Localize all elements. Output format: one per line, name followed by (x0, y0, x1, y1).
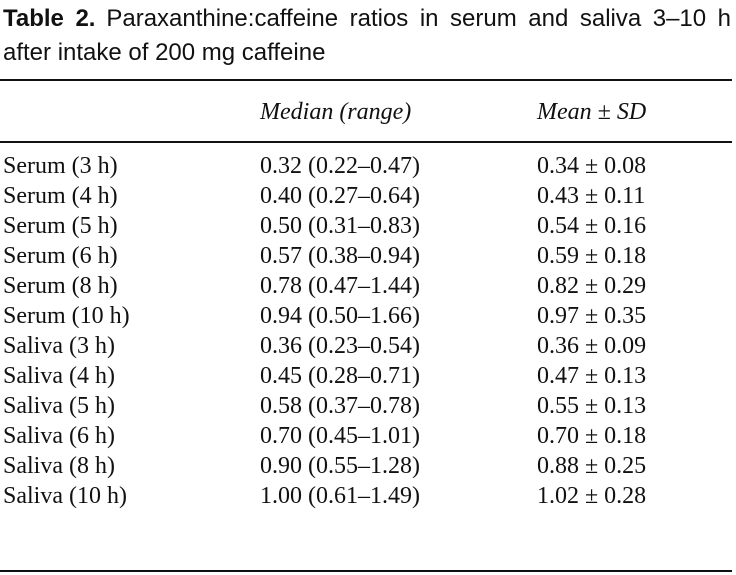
table-row: Serum (4 h) 0.40 (0.27–0.64) 0.43 ± 0.11 (3, 181, 732, 211)
column-header-sample (3, 84, 260, 141)
table-caption-text: Paraxanthine:caffeine ratios in serum an… (3, 5, 732, 66)
mean-sd-value: 0.43 ± 0.11 (537, 183, 646, 209)
mean-sd-value: 0.97 ± 0.35 (537, 303, 647, 329)
table-row: Serum (5 h) 0.50 (0.31–0.83) 0.54 ± 0.16 (3, 211, 732, 241)
row-label: Saliva (6 h) (3, 423, 115, 449)
row-label: Serum (10 h) (3, 303, 130, 329)
median-range-value: 0.57 (0.38–0.94) (260, 243, 420, 269)
data-table: Median (range) Mean ± SD Serum (3 h) 0.32… (3, 84, 732, 511)
median-range-value: 0.36 (0.23–0.54) (260, 333, 420, 359)
row-label: Saliva (3 h) (3, 333, 115, 359)
table-row: Serum (3 h) 0.32 (0.22–0.47) 0.34 ± 0.08 (3, 141, 732, 181)
table-row: Saliva (10 h) 1.00 (0.61–1.49) 1.02 ± 0.28 (3, 481, 732, 511)
row-label: Serum (6 h) (3, 243, 118, 269)
mean-sd-value: 1.02 ± 0.28 (537, 483, 647, 509)
mean-sd-value: 0.36 ± 0.09 (537, 333, 647, 359)
row-label: Saliva (4 h) (3, 363, 115, 389)
row-label: Serum (4 h) (3, 183, 118, 209)
row-label: Saliva (5 h) (3, 393, 115, 419)
mean-sd-value: 0.59 ± 0.18 (537, 243, 647, 269)
mean-sd-value: 0.70 ± 0.18 (537, 423, 647, 449)
column-header-median-range: Median (range) (260, 99, 412, 125)
median-range-value: 0.50 (0.31–0.83) (260, 213, 420, 239)
table-body: Serum (3 h) 0.32 (0.22–0.47) 0.34 ± 0.08 Se… (3, 141, 732, 511)
row-label: Serum (3 h) (3, 153, 118, 179)
table-row: Saliva (8 h) 0.90 (0.55–1.28) 0.88 ± 0.25 (3, 451, 732, 481)
median-range-value: 0.78 (0.47–1.44) (260, 273, 420, 299)
table-caption-label: Table 2. (3, 5, 96, 32)
row-label: Saliva (10 h) (3, 483, 127, 509)
median-range-value: 0.40 (0.27–0.64) (260, 183, 420, 209)
table-header-row: Median (range) Mean ± SD (3, 84, 732, 141)
mean-sd-value: 0.55 ± 0.13 (537, 393, 647, 419)
row-label: Serum (5 h) (3, 213, 118, 239)
table-row: Saliva (5 h) 0.58 (0.37–0.78) 0.55 ± 0.13 (3, 391, 732, 421)
median-range-value: 0.70 (0.45–1.01) (260, 423, 420, 449)
median-range-value: 0.58 (0.37–0.78) (260, 393, 420, 419)
median-range-value: 0.32 (0.22–0.47) (260, 153, 420, 179)
table-row: Serum (8 h) 0.78 (0.47–1.44) 0.82 ± 0.29 (3, 271, 732, 301)
mean-sd-value: 0.47 ± 0.13 (537, 363, 647, 389)
table-row: Saliva (3 h) 0.36 (0.23–0.54) 0.36 ± 0.09 (3, 331, 732, 361)
mean-sd-value: 0.88 ± 0.25 (537, 453, 647, 479)
table-row: Saliva (6 h) 0.70 (0.45–1.01) 0.70 ± 0.18 (3, 421, 732, 451)
table-row: Serum (6 h) 0.57 (0.38–0.94) 0.59 ± 0.18 (3, 241, 732, 271)
table-header-rule (0, 141, 732, 143)
median-range-value: 0.94 (0.50–1.66) (260, 303, 420, 329)
mean-sd-value: 0.54 ± 0.16 (537, 213, 647, 239)
table-row: Serum (10 h) 0.94 (0.50–1.66) 0.97 ± 0.35 (3, 301, 732, 331)
table-caption: Table 2. Paraxanthine:caffeine ratios in… (3, 2, 731, 70)
row-label: Saliva (8 h) (3, 453, 115, 479)
row-label: Serum (8 h) (3, 273, 118, 299)
median-range-value: 0.45 (0.28–0.71) (260, 363, 420, 389)
median-range-value: 1.00 (0.61–1.49) (260, 483, 420, 509)
mean-sd-value: 0.34 ± 0.08 (537, 153, 647, 179)
mean-sd-value: 0.82 ± 0.29 (537, 273, 647, 299)
table-row: Saliva (4 h) 0.45 (0.28–0.71) 0.47 ± 0.13 (3, 361, 732, 391)
column-header-mean-sd: Mean ± SD (537, 99, 647, 125)
median-range-value: 0.90 (0.55–1.28) (260, 453, 420, 479)
table-bottom-rule (0, 570, 732, 572)
table-top-rule (0, 79, 732, 81)
